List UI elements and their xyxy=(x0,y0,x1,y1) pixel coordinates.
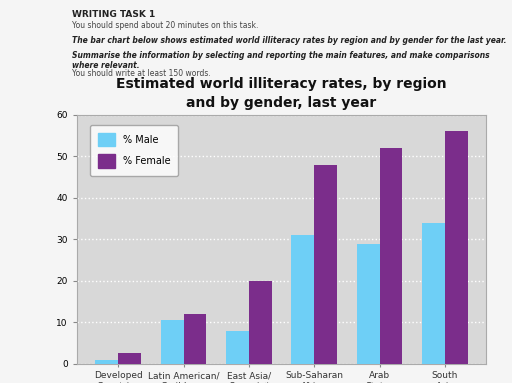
Bar xyxy=(118,354,141,364)
Bar xyxy=(291,235,314,364)
Bar xyxy=(95,360,118,364)
Text: You should write at least 150 words.: You should write at least 150 words. xyxy=(72,69,210,78)
Text: WRITING TASK 1: WRITING TASK 1 xyxy=(72,10,155,18)
Text: You should spend about 20 minutes on this task.: You should spend about 20 minutes on thi… xyxy=(72,21,258,30)
Bar xyxy=(161,320,184,364)
Bar xyxy=(314,165,337,364)
Bar xyxy=(357,244,379,364)
Bar xyxy=(226,331,249,364)
Text: The bar chart below shows estimated world illiteracy rates by region and by gend: The bar chart below shows estimated worl… xyxy=(72,36,506,45)
Bar xyxy=(445,131,468,364)
Bar xyxy=(249,281,272,364)
Title: Estimated world illiteracy rates, by region
and by gender, last year: Estimated world illiteracy rates, by reg… xyxy=(116,77,447,110)
Text: Summarise the information by selecting and reporting the main features, and make: Summarise the information by selecting a… xyxy=(72,51,489,70)
Bar xyxy=(379,148,402,364)
Legend: % Male, % Female: % Male, % Female xyxy=(90,125,178,175)
Bar xyxy=(422,223,445,364)
Bar xyxy=(184,314,206,364)
